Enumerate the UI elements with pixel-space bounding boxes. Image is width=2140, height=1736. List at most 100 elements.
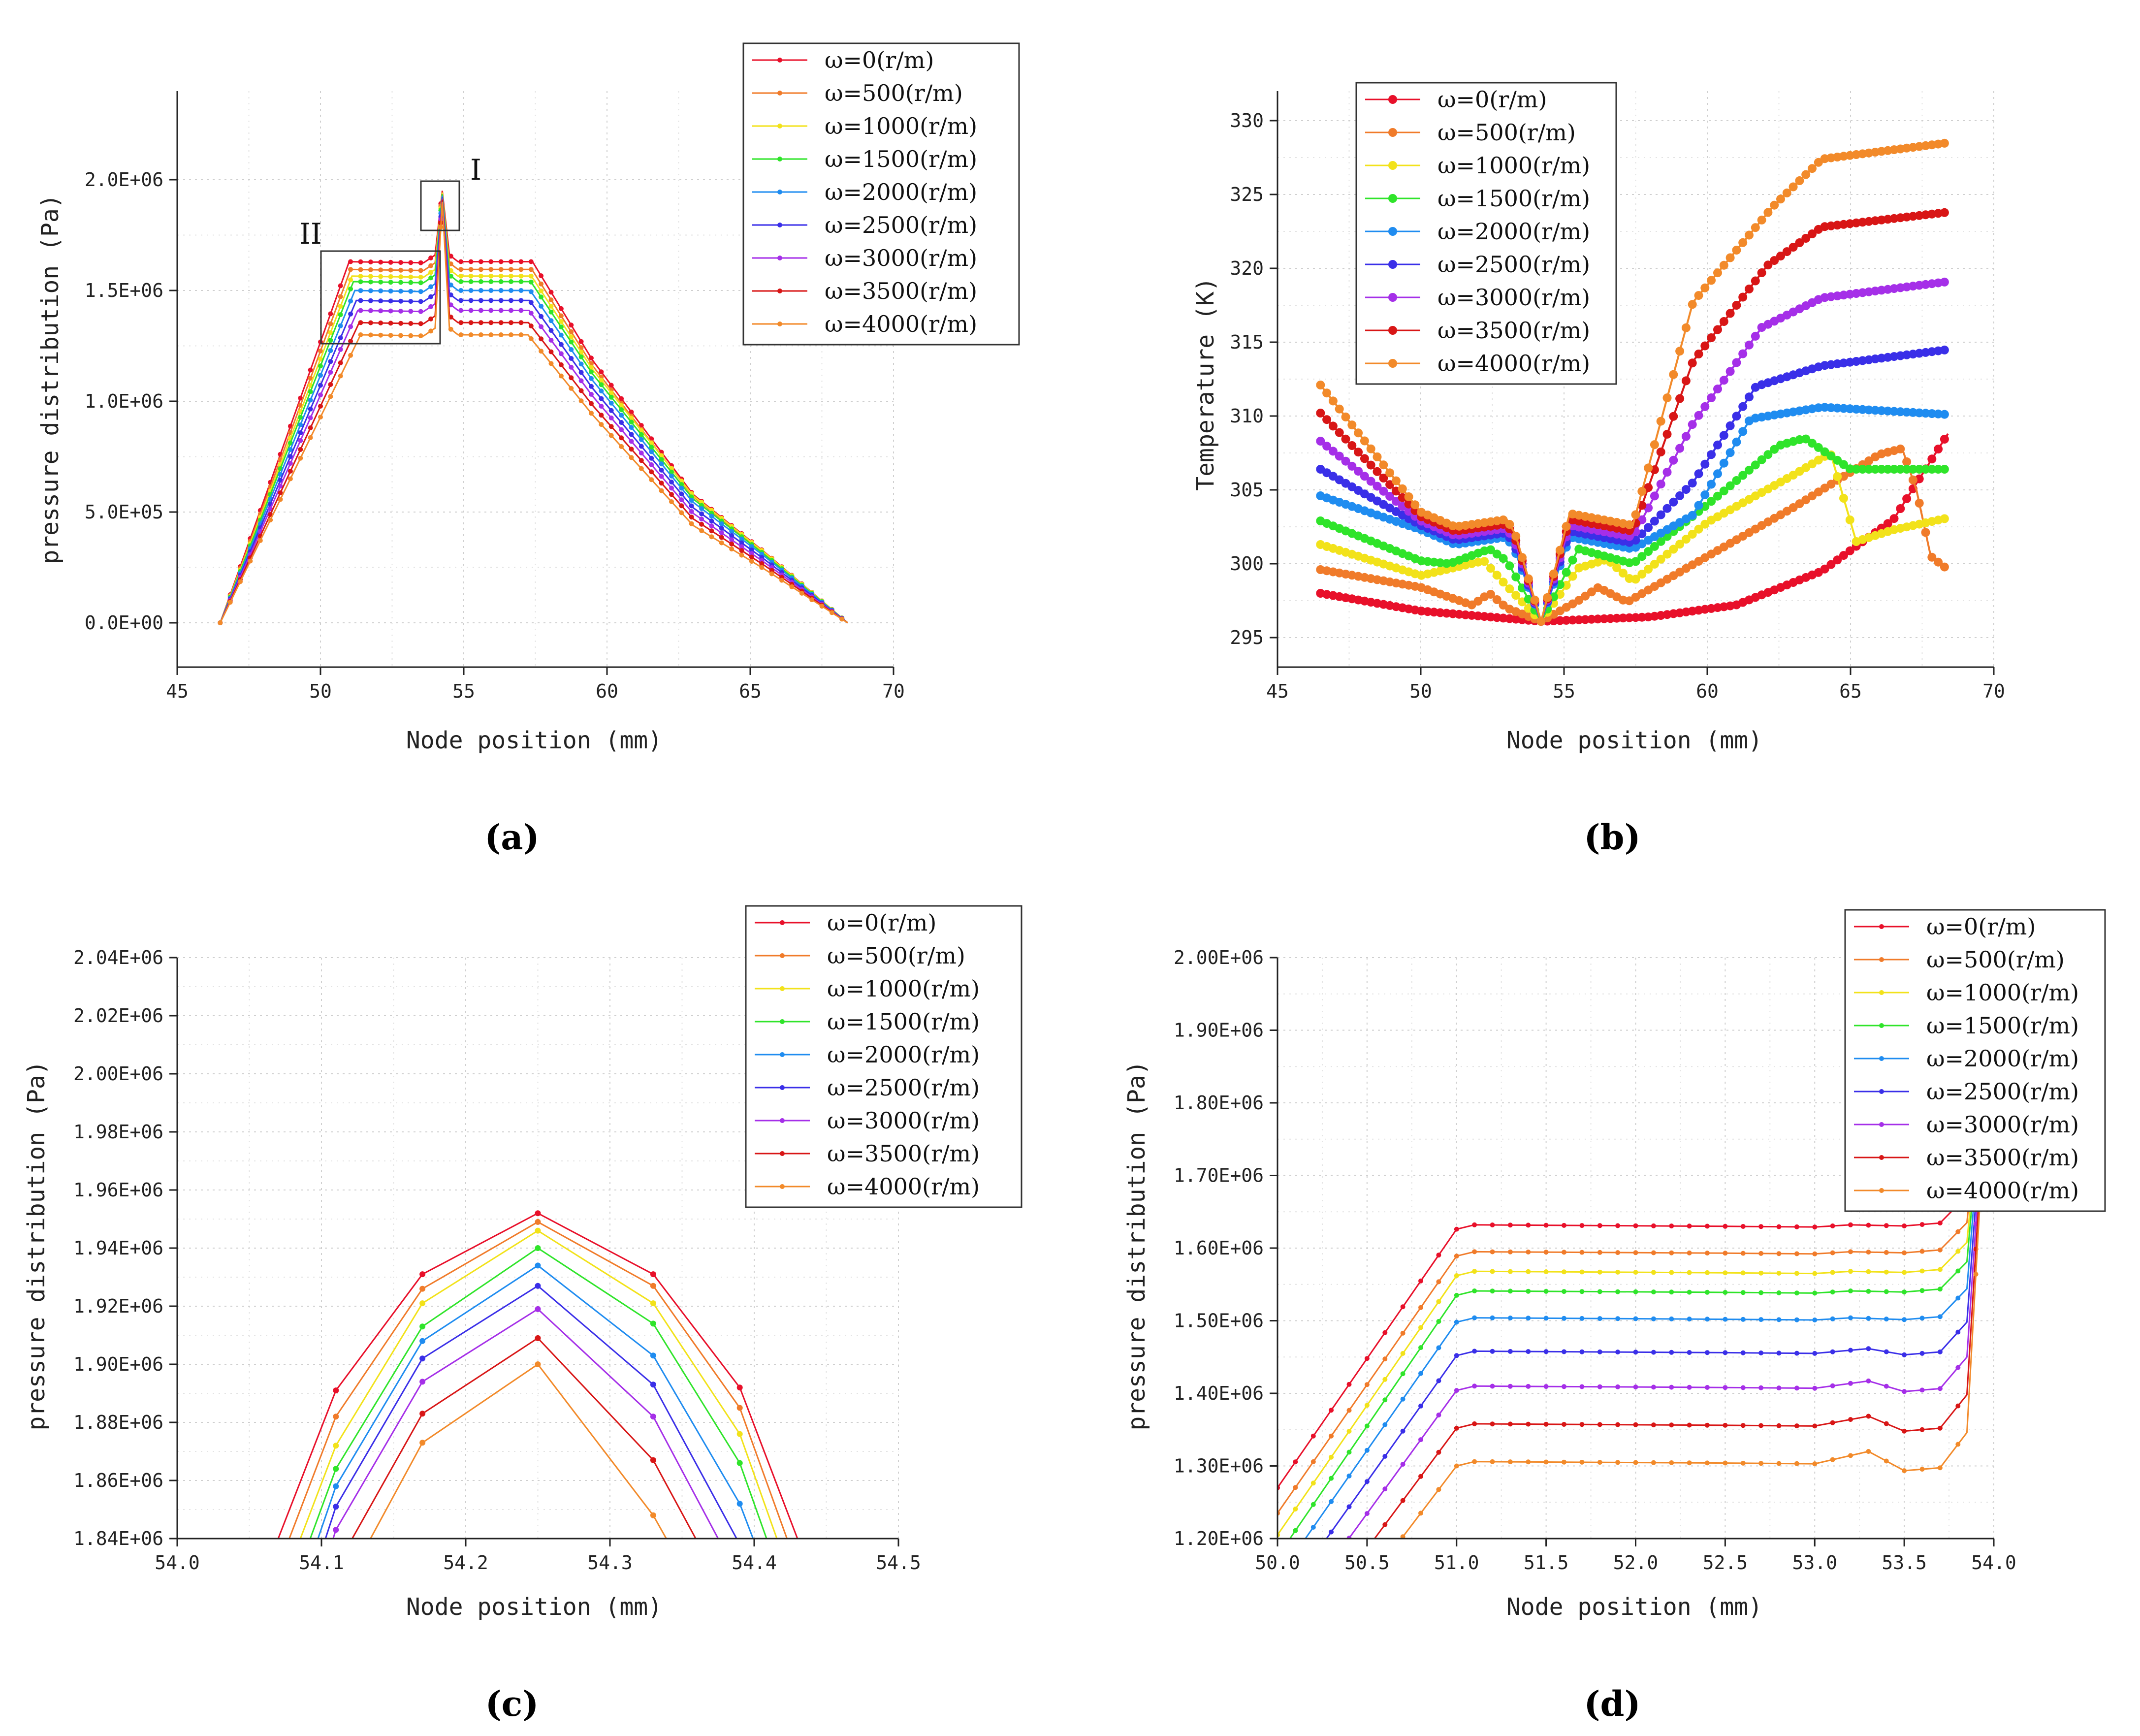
data-point bbox=[659, 474, 664, 479]
data-point bbox=[1364, 1423, 1370, 1429]
data-point bbox=[1896, 407, 1905, 417]
data-point bbox=[1776, 1271, 1782, 1276]
data-point bbox=[1884, 1223, 1889, 1228]
data-point bbox=[1745, 340, 1754, 350]
data-point bbox=[1845, 515, 1854, 524]
data-point bbox=[528, 336, 534, 341]
data-point bbox=[1669, 1250, 1674, 1255]
data-point bbox=[649, 477, 654, 482]
data-point bbox=[709, 534, 714, 540]
data-point bbox=[528, 323, 534, 328]
data-point bbox=[1597, 1316, 1602, 1321]
data-point bbox=[328, 338, 333, 343]
data-point bbox=[1700, 459, 1710, 469]
data-point bbox=[1723, 1422, 1728, 1428]
data-point bbox=[418, 260, 423, 265]
data-point bbox=[528, 300, 534, 305]
data-point bbox=[1454, 1226, 1459, 1232]
legend-marker-3 bbox=[780, 1019, 785, 1024]
data-point bbox=[1902, 494, 1912, 503]
legend-marker-1 bbox=[777, 91, 782, 96]
data-point bbox=[1927, 552, 1937, 562]
data-point bbox=[1812, 1271, 1818, 1276]
data-point bbox=[749, 544, 754, 549]
data-point bbox=[298, 455, 303, 461]
data-point bbox=[1937, 1247, 1943, 1253]
data-point bbox=[1418, 1511, 1423, 1516]
data-point bbox=[1738, 238, 1748, 247]
data-point bbox=[1562, 615, 1571, 625]
data-point bbox=[1940, 345, 1949, 354]
data-point bbox=[1418, 1371, 1423, 1376]
data-point bbox=[328, 330, 333, 335]
data-point bbox=[1436, 1345, 1441, 1350]
data-point bbox=[1499, 578, 1508, 587]
data-point bbox=[548, 361, 554, 366]
data-point bbox=[358, 267, 363, 272]
data-point bbox=[498, 259, 504, 264]
data-point bbox=[1454, 1292, 1459, 1298]
data-point bbox=[1688, 479, 1697, 488]
data-point bbox=[1328, 447, 1338, 456]
data-point bbox=[1812, 1350, 1818, 1356]
data-point bbox=[1669, 455, 1678, 465]
legend-marker-3 bbox=[1879, 1023, 1884, 1028]
data-point bbox=[348, 259, 353, 264]
data-point bbox=[1757, 455, 1766, 464]
data-point bbox=[1650, 542, 1659, 551]
data-point bbox=[535, 1262, 541, 1269]
data-point bbox=[1669, 1316, 1674, 1321]
data-point bbox=[1490, 1269, 1495, 1274]
data-point bbox=[1858, 465, 1867, 474]
data-point bbox=[1335, 451, 1344, 461]
data-point bbox=[1830, 1223, 1835, 1228]
data-point bbox=[458, 298, 464, 303]
data-point bbox=[318, 392, 323, 398]
data-point bbox=[1418, 1305, 1423, 1310]
data-point bbox=[478, 273, 483, 279]
legend-label-8: ω=4000(r/m) bbox=[1437, 350, 1590, 377]
data-point bbox=[1776, 1290, 1782, 1295]
data-point bbox=[348, 277, 353, 283]
data-point bbox=[1436, 1299, 1441, 1304]
annotation-II: II bbox=[299, 217, 322, 251]
data-point bbox=[1808, 439, 1817, 448]
data-point bbox=[558, 332, 564, 338]
legend-marker-3 bbox=[777, 157, 782, 161]
data-point bbox=[1723, 1385, 1728, 1390]
y-tick-label: 2.00E+06 bbox=[1174, 947, 1264, 968]
data-point bbox=[498, 320, 504, 325]
legend-marker-0 bbox=[1879, 924, 1884, 929]
data-point bbox=[1845, 404, 1854, 414]
data-point bbox=[1400, 1498, 1405, 1503]
legend-label-5: ω=2500(r/m) bbox=[1926, 1078, 2079, 1105]
data-point bbox=[298, 447, 303, 452]
y-tick-label: 1.50E+06 bbox=[1174, 1310, 1264, 1332]
data-point bbox=[1694, 524, 1703, 534]
x-tick-label: 54.2 bbox=[443, 1552, 488, 1574]
data-point bbox=[458, 320, 464, 325]
data-point bbox=[308, 397, 313, 403]
data-point bbox=[1382, 1454, 1388, 1459]
data-point bbox=[1902, 1428, 1907, 1434]
data-point bbox=[468, 288, 474, 293]
data-point bbox=[1789, 243, 1798, 252]
data-point bbox=[1795, 238, 1804, 247]
data-point bbox=[358, 259, 363, 264]
y-tick-label: 1.70E+06 bbox=[1174, 1165, 1264, 1187]
data-point bbox=[1612, 563, 1622, 572]
data-point bbox=[1723, 1317, 1728, 1322]
data-point bbox=[1675, 444, 1685, 453]
legend-label-4: ω=2000(r/m) bbox=[1437, 218, 1590, 245]
data-point bbox=[1669, 412, 1678, 421]
data-point bbox=[1472, 1269, 1477, 1274]
data-point bbox=[659, 457, 664, 462]
panel-c: 54.0 54.1 54.2 54.3 54.4 54.5 1.84E+06 1.86E+06… bbox=[23, 905, 1022, 1724]
data-point bbox=[1492, 595, 1501, 604]
data-point bbox=[1316, 409, 1325, 418]
x-tick-label: 54.3 bbox=[587, 1552, 633, 1574]
data-point bbox=[1499, 601, 1508, 610]
data-point bbox=[278, 478, 283, 483]
legend-marker-3 bbox=[1388, 194, 1397, 203]
data-point bbox=[629, 432, 634, 437]
